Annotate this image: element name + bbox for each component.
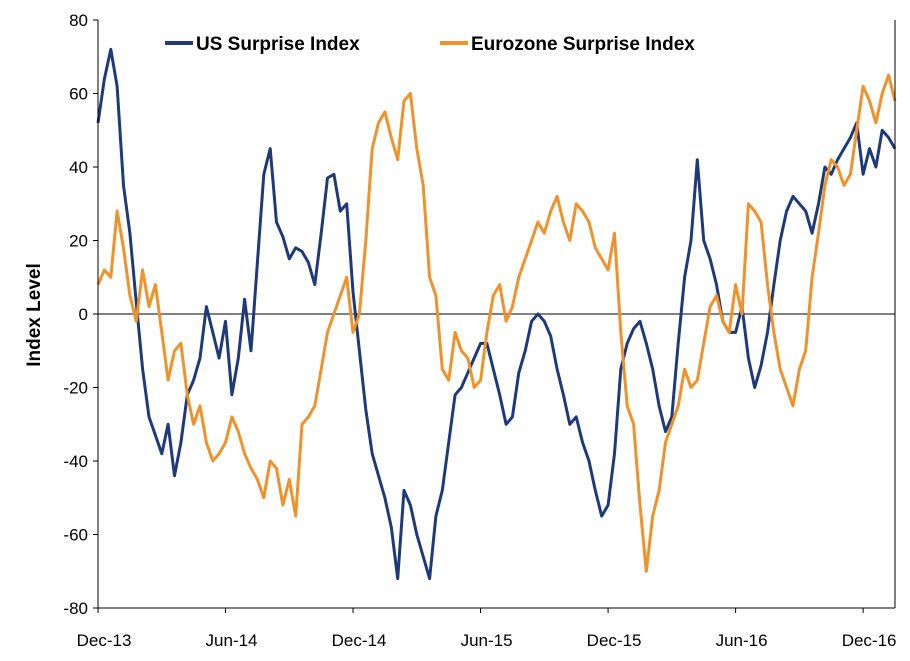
y-axis-tick-labels: 80 60 40 20 0 -20 -40 -60 -80 xyxy=(63,11,88,618)
axis-tick-marks xyxy=(93,19,864,613)
y-tick-label: 40 xyxy=(69,158,88,177)
y-tick-label: -80 xyxy=(63,599,88,618)
x-tick-label: Dec-14 xyxy=(332,631,387,650)
series-line-eurozone-surprise-index xyxy=(96,73,897,573)
y-tick-label: 0 xyxy=(79,305,88,324)
y-tick-label: -40 xyxy=(63,452,88,471)
x-axis-tick-labels: Dec-13 Jun-14 Dec-14 Jun-15 Dec-15 Jun-16 Dec-… xyxy=(77,631,897,650)
series-line-us-surprise-index xyxy=(96,47,897,581)
y-tick-label: 80 xyxy=(69,11,88,30)
x-tick-label: Dec-15 xyxy=(587,631,642,650)
x-tick-label: Jun-14 xyxy=(206,631,258,650)
x-tick-label: Jun-16 xyxy=(716,631,768,650)
y-axis-title: Index Level xyxy=(24,263,45,367)
y-tick-label: -60 xyxy=(63,526,88,545)
y-tick-label: 60 xyxy=(69,85,88,104)
legend-label-us: US Surprise Index xyxy=(196,34,360,55)
y-tick-label: -20 xyxy=(63,379,88,398)
legend-label-eurozone: Eurozone Surprise Index xyxy=(471,34,695,55)
legend: US Surprise Index Eurozone Surprise Inde… xyxy=(165,34,695,55)
x-tick-label: Dec-13 xyxy=(77,631,132,650)
y-tick-label: 20 xyxy=(69,232,88,251)
x-tick-label: Dec-16 xyxy=(842,631,897,650)
x-tick-label: Jun-15 xyxy=(461,631,513,650)
